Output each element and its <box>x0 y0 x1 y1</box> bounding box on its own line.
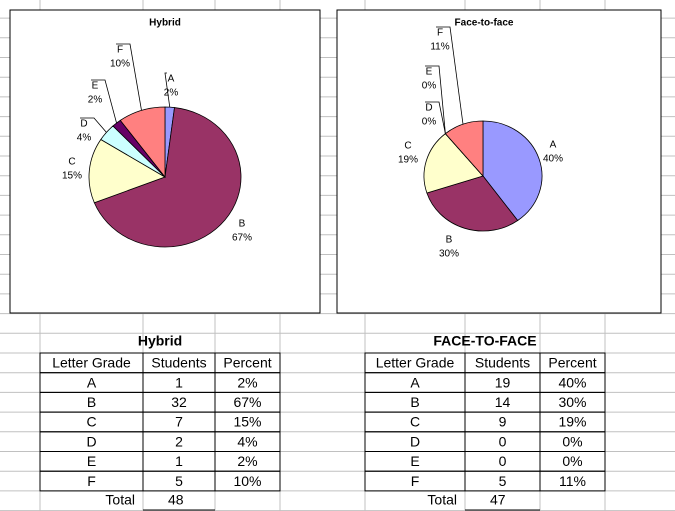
slice-label: 0% <box>422 81 437 92</box>
slice-category: D <box>80 119 87 130</box>
table-cell-text: 19 <box>495 374 511 390</box>
table-cell-text: C <box>410 414 420 430</box>
table-cell-text: F <box>411 473 420 489</box>
slice-category: B <box>446 235 453 246</box>
table-cell-text: 32 <box>171 394 187 410</box>
chart-title: Face-to-face <box>455 18 514 29</box>
slice-category: A <box>550 140 557 151</box>
table-cell <box>214 470 281 492</box>
chart-title: Hybrid <box>149 18 181 29</box>
slice-label: 4% <box>77 133 92 144</box>
table-cell-text: 19% <box>558 414 586 430</box>
table-cell-text: B <box>87 394 96 410</box>
slice-label: 15% <box>62 171 82 182</box>
table-cell-text: 30% <box>558 394 586 410</box>
table-cell-text: 10% <box>233 473 261 489</box>
table-cell-text: 9 <box>499 414 507 430</box>
table-cell-text: 2% <box>237 374 257 390</box>
slice-category: B <box>239 219 246 230</box>
column-header: Students <box>475 355 530 371</box>
table-cell-text: 0% <box>562 453 582 469</box>
slice-label: 40% <box>543 154 563 165</box>
leader-line <box>425 65 446 134</box>
table-cell-text: E <box>410 453 419 469</box>
slice-category: E <box>426 67 433 78</box>
leader-line <box>425 101 446 134</box>
table-cell-text: 4% <box>237 433 257 449</box>
slice-label: 11% <box>430 42 449 53</box>
slice-category: C <box>68 157 75 168</box>
table-title: Hybrid <box>138 333 182 349</box>
slice-category: D <box>425 103 432 114</box>
table-cell-text: 67% <box>233 394 261 410</box>
slice-label: 67% <box>232 233 252 244</box>
table-cell-text: 14 <box>495 394 511 410</box>
pie-slice <box>444 120 484 178</box>
table-cell-text: 11% <box>559 473 586 489</box>
table-cell-text: A <box>410 374 420 390</box>
table-cell-text: 15% <box>233 414 261 430</box>
table-cell-text: 0 <box>499 433 507 449</box>
table-cell-text: 5 <box>499 473 507 489</box>
table-cell-text: E <box>87 453 96 469</box>
column-header: Percent <box>548 355 596 371</box>
column-header: Percent <box>223 355 271 371</box>
pie-slice <box>482 120 543 222</box>
slice-label: 19% <box>398 155 418 166</box>
leader-line <box>164 72 171 108</box>
column-header: Letter Grade <box>376 355 455 371</box>
column-header: Students <box>151 355 206 371</box>
table-cell-text: 2% <box>237 453 257 469</box>
table-cell-text: A <box>87 374 97 390</box>
pie-slice <box>119 106 166 179</box>
slice-category: E <box>92 81 99 92</box>
pie-slice <box>93 107 242 248</box>
total-label: Total <box>427 491 457 507</box>
leader-line <box>116 43 142 111</box>
pie-slice <box>423 133 484 194</box>
total-value: 47 <box>490 491 506 507</box>
table-cell-text: 1 <box>175 374 183 390</box>
slice-label: 10% <box>110 59 130 70</box>
table-cell-text: 5 <box>175 473 183 489</box>
slice-label: 2% <box>164 88 179 99</box>
slice-category: F <box>437 28 443 39</box>
leader-line <box>436 26 464 125</box>
table-cell-text: D <box>86 433 96 449</box>
table-cell-text: 7 <box>175 414 183 430</box>
slice-label: 0% <box>422 117 437 128</box>
table-cell-text: 2 <box>175 433 183 449</box>
slice-label: 30% <box>439 249 459 260</box>
table-cell <box>539 470 606 492</box>
table-cell-text: F <box>87 473 96 489</box>
table-cell-text: 0 <box>499 453 507 469</box>
table-title: FACE-TO-FACE <box>433 333 536 349</box>
table-cell-text: B <box>410 394 419 410</box>
table-cell-text: 0% <box>562 433 582 449</box>
column-header: Letter Grade <box>52 355 131 371</box>
total-value: 48 <box>168 491 184 507</box>
leader-line <box>80 117 107 133</box>
total-label: Total <box>105 491 135 507</box>
pie-slice <box>88 138 166 204</box>
table-cell-text: 1 <box>175 453 183 469</box>
table-cell-text: 40% <box>558 374 586 390</box>
table-cell-text: C <box>86 414 96 430</box>
slice-label: 2% <box>88 95 103 106</box>
slice-category: F <box>117 45 123 56</box>
slice-category: A <box>168 74 175 85</box>
pie-slice <box>426 175 519 232</box>
table-cell-text: D <box>410 433 420 449</box>
slice-category: C <box>404 141 411 152</box>
leader-line <box>91 79 117 124</box>
